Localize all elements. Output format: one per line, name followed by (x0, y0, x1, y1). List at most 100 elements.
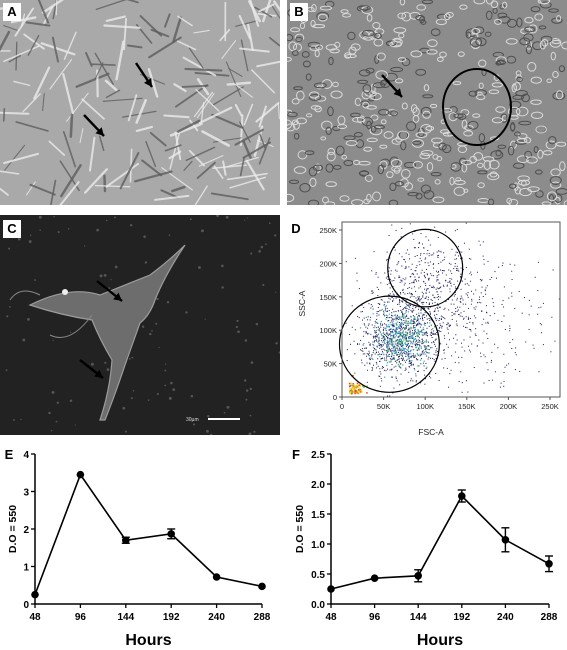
cell (477, 170, 488, 175)
event-dot-debris (351, 387, 353, 389)
event-dot (435, 373, 437, 375)
event-dot (430, 254, 432, 256)
event-dot (446, 367, 448, 369)
event-dot (402, 288, 404, 290)
event-dot (409, 366, 411, 368)
cell (173, 83, 187, 93)
event-dot (436, 306, 438, 308)
event-dot (399, 384, 401, 386)
cell (123, 17, 128, 51)
event-dot-dense (416, 345, 418, 347)
event-dot-dense (395, 331, 397, 334)
cell (373, 82, 386, 89)
cell (288, 41, 298, 52)
cell (104, 79, 118, 92)
event-dot (410, 378, 412, 380)
event-dot (388, 325, 390, 327)
event-dot (404, 307, 406, 309)
event-dot (384, 357, 386, 359)
event-dot (362, 335, 364, 337)
event-dot-dense (403, 321, 406, 323)
event-dot (497, 319, 499, 321)
event-dot (437, 294, 439, 296)
event-dot (385, 355, 387, 357)
event-dot (388, 329, 390, 331)
event-dot-dense (368, 332, 370, 335)
event-dot (414, 279, 416, 281)
event-dot (483, 318, 485, 320)
cell (399, 178, 409, 188)
cell (350, 112, 361, 118)
speckle (83, 245, 86, 247)
event-dot (385, 316, 387, 318)
event-dot (453, 337, 455, 339)
event-dot-debris (357, 384, 359, 386)
event-dot (350, 343, 352, 345)
data-point (76, 470, 85, 479)
event-dot (470, 290, 472, 292)
event-dot (396, 343, 398, 345)
plot-area (342, 222, 560, 397)
event-dot (383, 310, 385, 312)
event-dot (377, 365, 379, 367)
event-dot (404, 317, 406, 319)
cell (277, 102, 280, 120)
y-axis-label: D.O = 550 (7, 505, 19, 553)
event-dot (440, 261, 442, 263)
event-dot-dense (402, 334, 404, 337)
event-dot (398, 336, 400, 338)
event-dot (364, 347, 366, 349)
event-dot-dense (402, 344, 405, 346)
cell (391, 165, 402, 172)
event-dot (416, 359, 418, 361)
speckle (244, 379, 247, 382)
cell (234, 83, 253, 98)
event-dot (401, 227, 403, 229)
event-dot (401, 355, 403, 357)
event-dot (398, 332, 400, 334)
event-dot (447, 322, 449, 324)
event-dot (405, 331, 407, 333)
event-dot (433, 359, 435, 361)
scale-label: 30µm (186, 417, 199, 423)
cell (185, 146, 216, 162)
cell (126, 44, 143, 49)
event-dot (433, 267, 435, 269)
event-dot-dense (420, 331, 422, 333)
event-dot (383, 333, 385, 335)
event-dot (389, 349, 391, 351)
event-dot (387, 355, 389, 357)
event-dot-dense (392, 353, 394, 355)
cell (343, 159, 354, 167)
event-dot (356, 272, 358, 274)
cell (3, 24, 18, 31)
event-dot (424, 282, 426, 284)
event-dot (415, 336, 417, 338)
cell (0, 111, 30, 115)
cell (429, 103, 438, 109)
event-dot (499, 386, 501, 388)
event-dot (408, 324, 410, 326)
event-dot (421, 338, 423, 340)
event-dot (367, 332, 369, 334)
cell (302, 60, 311, 68)
speckle (124, 430, 127, 433)
event-dot-dense (406, 340, 408, 342)
event-dot (412, 380, 414, 382)
event-dot (377, 306, 379, 308)
event-dot (375, 272, 377, 274)
event-dot-dense (391, 329, 394, 331)
event-dot (550, 351, 552, 353)
cell (240, 39, 249, 72)
event-dot (403, 351, 405, 353)
event-dot (395, 229, 397, 231)
event-dot (373, 341, 375, 343)
event-dot-dense (395, 351, 398, 353)
event-dot (376, 345, 378, 347)
event-dot (365, 347, 367, 349)
cell (243, 103, 254, 126)
event-dot (434, 343, 436, 345)
event-dot (388, 353, 390, 355)
event-dot (450, 263, 452, 265)
event-dot (415, 279, 417, 281)
